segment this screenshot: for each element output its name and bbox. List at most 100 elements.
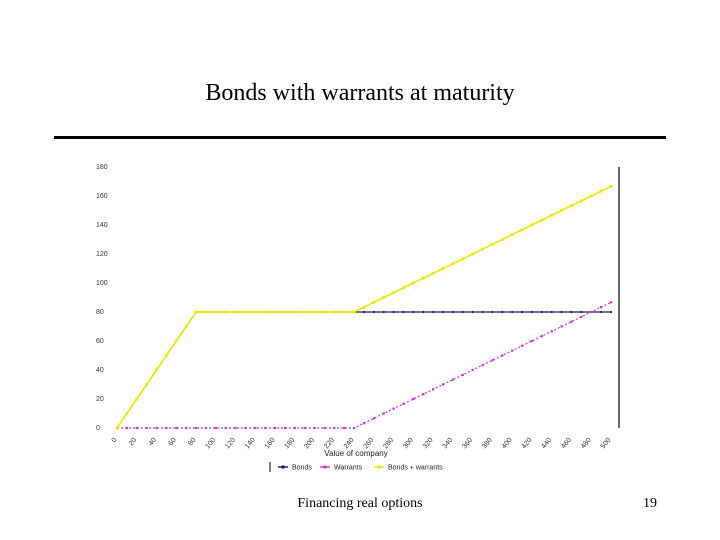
y-tick-label: 20: [96, 396, 104, 403]
x-tick-label: 180: [283, 437, 296, 451]
series-marker: [353, 426, 356, 430]
series-marker: [461, 373, 464, 376]
series-marker: [372, 300, 376, 304]
x-tick-label: 380: [481, 437, 494, 451]
series-marker: [451, 262, 455, 266]
series-marker: [254, 426, 257, 430]
series-marker: [352, 310, 356, 314]
series-marker: [392, 310, 395, 314]
y-tick-label: 80: [96, 309, 104, 316]
series-marker: [550, 213, 554, 217]
series-marker: [313, 426, 316, 430]
series-marker: [540, 335, 543, 338]
series-marker: [451, 378, 455, 381]
legend-label: Bonds: [292, 465, 312, 472]
x-tick-label: 340: [442, 437, 455, 451]
series-marker: [560, 325, 563, 328]
series-marker: [145, 426, 148, 430]
series-marker: [412, 281, 415, 285]
series-marker: [343, 426, 346, 430]
x-tick-label: 60: [167, 437, 177, 448]
series-marker: [323, 310, 326, 314]
series-marker: [115, 426, 119, 430]
series-marker: [441, 383, 445, 386]
series-marker: [609, 301, 613, 304]
x-tick-label: 360: [461, 437, 474, 451]
series-marker: [432, 310, 435, 314]
series-line: [116, 311, 611, 429]
series-marker: [402, 402, 405, 405]
series-marker: [550, 330, 553, 333]
series-marker: [600, 310, 603, 314]
series-marker: [224, 426, 227, 430]
series-marker: [372, 417, 375, 420]
series-marker: [155, 368, 158, 372]
series-marker: [599, 189, 603, 193]
series-marker: [253, 310, 257, 314]
series-marker: [441, 267, 445, 270]
series-marker: [185, 426, 188, 430]
series-marker: [264, 426, 267, 430]
x-tick-label: 0: [111, 437, 119, 445]
series-marker: [580, 310, 583, 314]
y-tick-label: 120: [96, 251, 108, 258]
x-tick-label: 80: [187, 437, 197, 448]
legend-swatch-marker: [323, 465, 327, 469]
series-marker: [530, 223, 534, 227]
x-tick-label: 200: [303, 437, 316, 451]
series-marker: [283, 426, 287, 430]
series-marker: [540, 218, 544, 222]
series-marker: [471, 310, 474, 314]
series-marker: [422, 310, 425, 314]
series-marker: [174, 339, 178, 343]
series-marker: [155, 426, 158, 430]
series-marker: [510, 233, 514, 237]
series-marker: [550, 310, 553, 314]
series-marker: [432, 388, 435, 391]
chart-series: [115, 184, 613, 430]
series-marker: [145, 383, 149, 386]
series-marker: [273, 310, 277, 314]
series-marker: [204, 310, 208, 314]
series-marker: [224, 310, 228, 314]
slide-title: Bonds with warrants at maturity: [205, 80, 515, 106]
series-marker: [481, 310, 484, 314]
x-tick-label: 100: [204, 437, 217, 451]
series-marker: [382, 296, 386, 299]
series-marker: [501, 310, 504, 314]
series-marker: [570, 204, 573, 208]
series-marker: [471, 368, 474, 372]
series-marker: [293, 310, 297, 314]
series-marker: [263, 310, 267, 314]
series-marker: [392, 291, 396, 295]
series-marker: [165, 426, 168, 430]
series-marker: [392, 407, 395, 410]
series-marker: [441, 310, 445, 314]
series-marker: [332, 310, 336, 314]
series-marker: [520, 310, 524, 314]
series-marker: [431, 271, 435, 275]
series-marker: [491, 310, 494, 314]
series-marker: [362, 310, 366, 314]
series-marker: [244, 310, 247, 314]
series-marker: [491, 242, 494, 246]
x-tick-label: 420: [521, 437, 534, 451]
series-marker: [194, 426, 198, 430]
x-tick-label: 460: [560, 437, 573, 451]
series-marker: [362, 422, 366, 425]
series-marker: [422, 393, 425, 396]
series-marker: [530, 310, 534, 314]
series-marker: [303, 426, 306, 430]
series-marker: [461, 310, 464, 314]
series-marker: [303, 310, 307, 314]
series-marker: [402, 310, 405, 314]
series-marker: [204, 426, 208, 430]
series-marker: [451, 310, 455, 314]
series-marker: [481, 247, 484, 251]
series-marker: [333, 426, 336, 430]
series-marker: [402, 286, 405, 290]
series-marker: [313, 310, 316, 314]
series-marker: [540, 310, 543, 314]
series-marker: [481, 364, 484, 367]
